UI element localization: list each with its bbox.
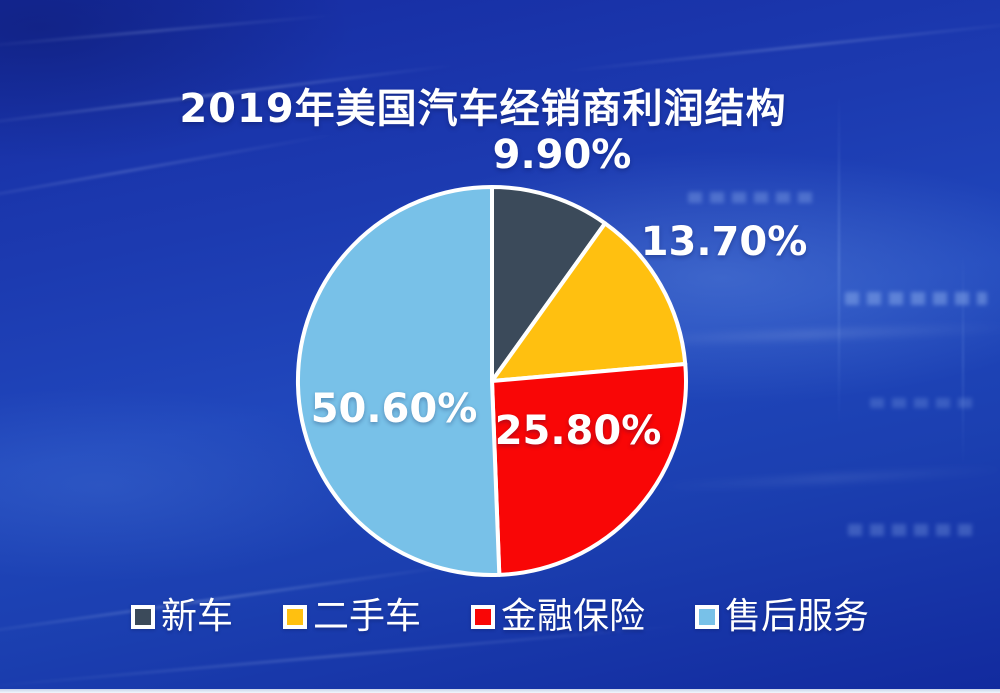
legend-item-used-cars: 二手车 [282, 596, 421, 637]
pie-slice-4 [295, 185, 502, 577]
pie-label-finance-insurance: 25.80% [494, 408, 662, 454]
bottom-edge-strip [0, 689, 1000, 693]
pie-label-aftersales-service: 50.60% [310, 386, 478, 432]
legend-swatch-finance-insurance [471, 605, 495, 629]
pie-label-used-cars: 13.70% [640, 219, 808, 265]
legend-swatch-aftersales-service [695, 605, 720, 629]
legend-item-finance-insurance: 金融保险 [471, 597, 645, 637]
chart-title: 2019年美国汽车经销商利润结构 [179, 86, 787, 132]
legend-label-used-cars: 二手车 [312, 596, 421, 637]
legend-item-aftersales-service: 售后服务 [695, 597, 869, 637]
chart-legend: 新车 二手车 金融保险 售后服务 [0, 597, 1000, 637]
legend-label-aftersales-service: 售后服务 [725, 596, 870, 637]
legend-label-finance-insurance: 金融保险 [501, 596, 646, 637]
legend-swatch-new-cars [130, 605, 155, 629]
legend-swatch-used-cars [282, 605, 307, 629]
pie-slice-3 [490, 361, 688, 577]
pie-label-new-cars: 9.90% [492, 132, 632, 178]
pie-slice-1 [490, 185, 608, 383]
legend-label-new-cars: 新车 [160, 596, 233, 637]
legend-item-new-cars: 新车 [130, 596, 233, 637]
pie-slice-2 [490, 221, 688, 383]
